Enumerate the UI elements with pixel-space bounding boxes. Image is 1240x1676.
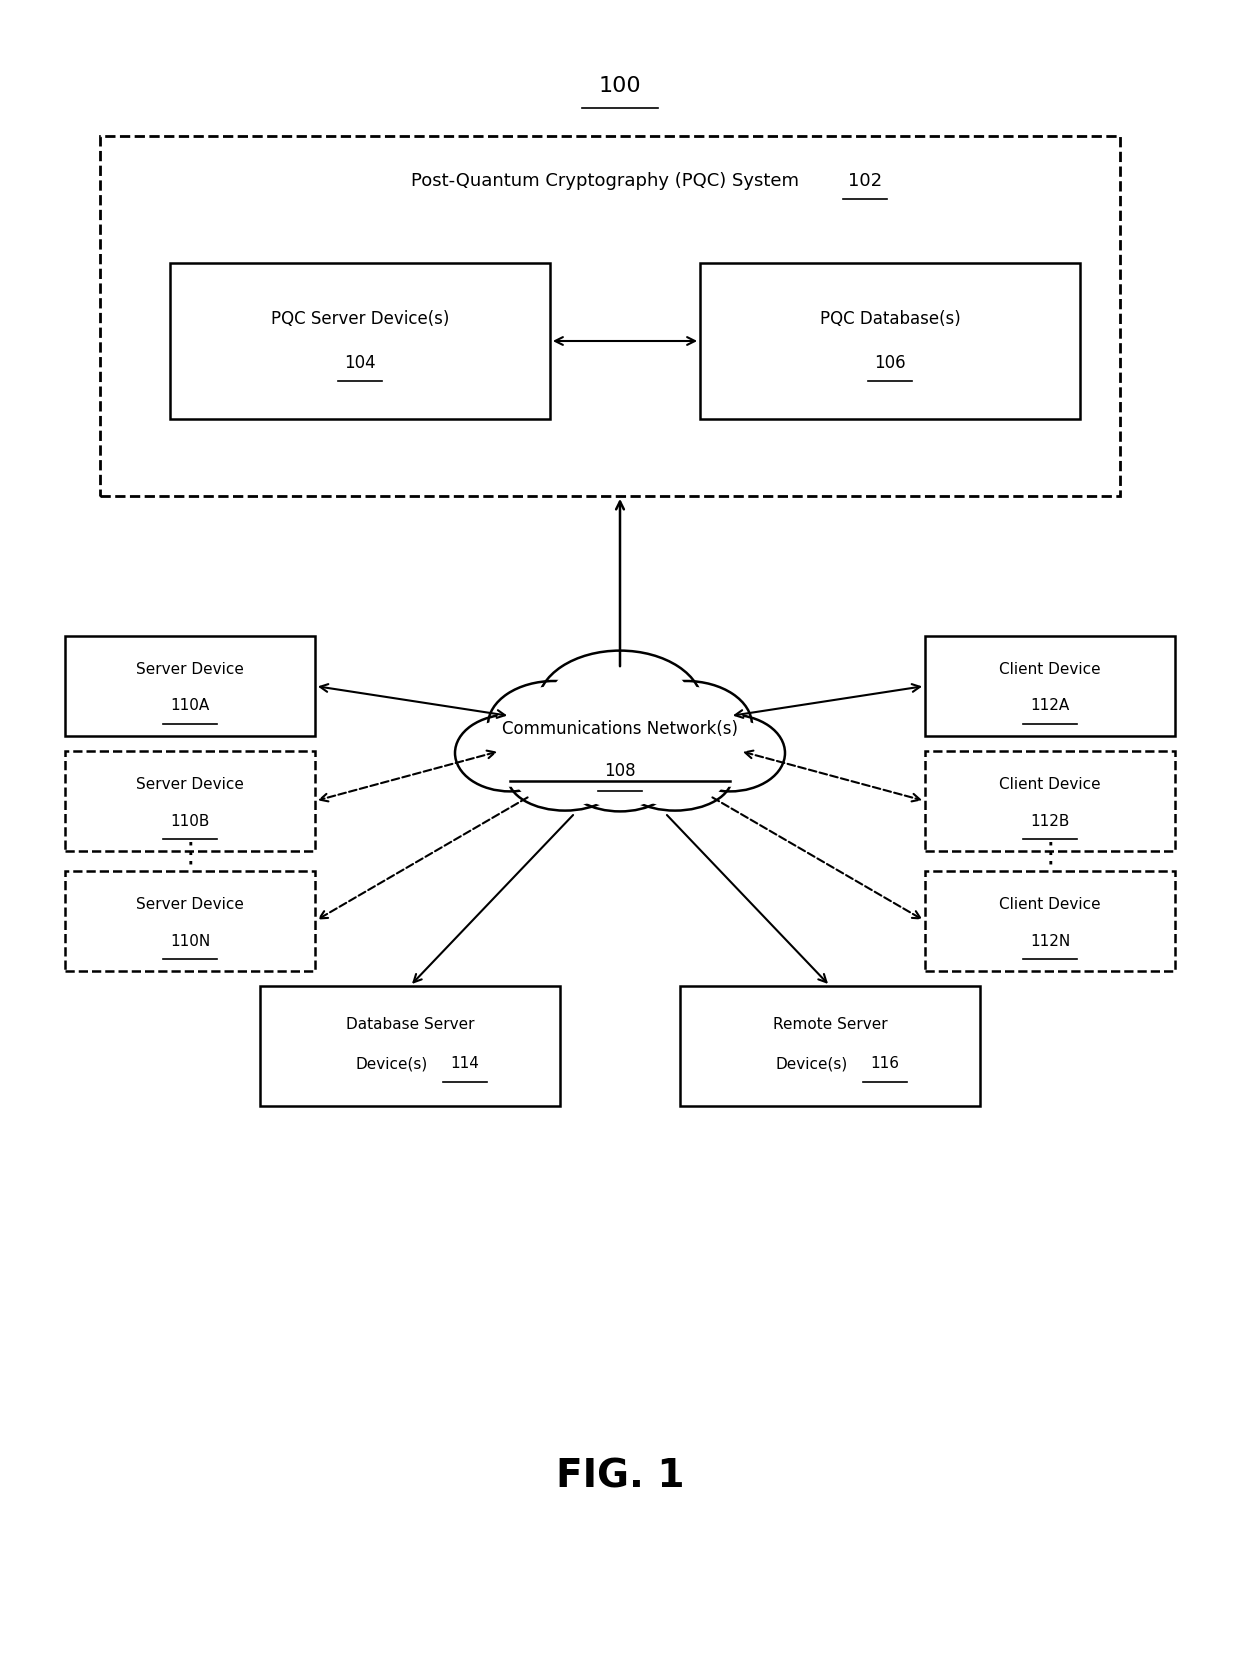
Ellipse shape (625, 747, 725, 806)
Ellipse shape (567, 751, 673, 811)
Bar (510, 749, 730, 779)
Text: 114: 114 (450, 1056, 480, 1071)
Text: PQC Database(s): PQC Database(s) (820, 310, 960, 328)
Text: 110B: 110B (170, 813, 210, 828)
Bar (498, 746, 742, 781)
Ellipse shape (496, 685, 613, 764)
Ellipse shape (537, 650, 703, 759)
Ellipse shape (489, 680, 620, 769)
Text: 112N: 112N (1030, 934, 1070, 949)
Ellipse shape (508, 744, 622, 811)
Ellipse shape (574, 754, 666, 808)
Text: Server Device: Server Device (136, 776, 244, 791)
Text: 104: 104 (345, 354, 376, 372)
Bar (64, 872, 315, 970)
Text: 110N: 110N (170, 934, 210, 949)
Text: Server Device: Server Device (136, 662, 244, 677)
Text: Database Server: Database Server (346, 1017, 474, 1031)
Text: Communications Network(s): Communications Network(s) (502, 721, 738, 737)
Text: Device(s): Device(s) (356, 1056, 428, 1071)
Bar (925, 751, 1176, 851)
Ellipse shape (455, 714, 565, 791)
Ellipse shape (627, 685, 744, 764)
Text: Client Device: Client Device (999, 662, 1101, 677)
Bar (170, 263, 551, 419)
Bar (701, 263, 1080, 419)
Text: 116: 116 (870, 1056, 899, 1071)
Bar (925, 872, 1176, 970)
Ellipse shape (682, 719, 779, 786)
Text: Remote Server: Remote Server (773, 1017, 888, 1031)
Text: ⋮: ⋮ (1037, 840, 1064, 868)
Bar (925, 635, 1176, 736)
Ellipse shape (618, 744, 732, 811)
Text: 100: 100 (599, 75, 641, 96)
Text: PQC Server Device(s): PQC Server Device(s) (270, 310, 449, 328)
Text: Client Device: Client Device (999, 897, 1101, 912)
Bar (680, 985, 980, 1106)
Text: 106: 106 (874, 354, 905, 372)
Ellipse shape (461, 719, 558, 786)
Text: 112B: 112B (1030, 813, 1070, 828)
Ellipse shape (620, 680, 751, 769)
Text: Server Device: Server Device (136, 897, 244, 912)
Bar (260, 985, 560, 1106)
Ellipse shape (547, 657, 693, 753)
Bar (64, 751, 315, 851)
Text: Client Device: Client Device (999, 776, 1101, 791)
Text: ⋮: ⋮ (176, 840, 203, 868)
Bar (64, 635, 315, 736)
Text: Post-Quantum Cryptography (PQC) System: Post-Quantum Cryptography (PQC) System (410, 173, 799, 189)
Text: 108: 108 (604, 763, 636, 779)
Text: 112A: 112A (1030, 699, 1070, 714)
Ellipse shape (675, 714, 785, 791)
Text: 102: 102 (848, 173, 882, 189)
Ellipse shape (515, 747, 615, 806)
Text: FIG. 1: FIG. 1 (556, 1456, 684, 1495)
Text: 110A: 110A (170, 699, 210, 714)
Bar (100, 136, 1120, 496)
Text: Device(s): Device(s) (776, 1056, 848, 1071)
